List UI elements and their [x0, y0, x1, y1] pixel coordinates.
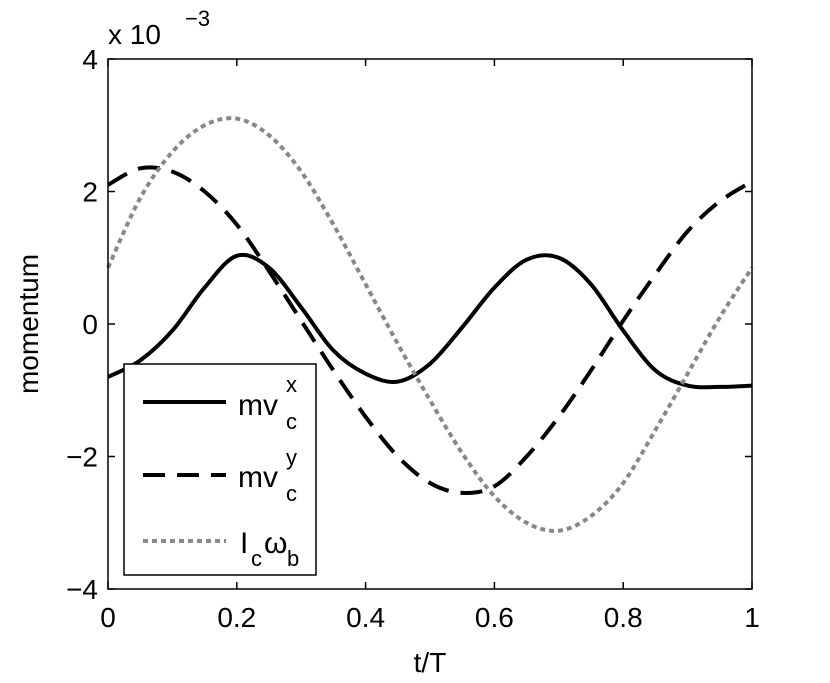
legend-mvy-sub: c: [286, 481, 297, 506]
x-tick-label-4: 0.8: [604, 602, 643, 633]
y-scale-label: x 10 −3: [108, 6, 210, 50]
series-layer: [106, 116, 754, 533]
x-tick-label-5: 1: [744, 602, 760, 633]
x-tick-label-3: 0.6: [475, 602, 514, 633]
y-axis-title: momentum: [13, 254, 44, 394]
y-scale-base: x 10: [108, 19, 161, 50]
legend-mvy-main: mv: [238, 461, 278, 494]
legend-icwb-main2: ω: [264, 527, 287, 560]
series-line-0: [107, 252, 753, 390]
y-tick-label-4: 4: [82, 44, 98, 75]
y-tick-label-2: 0: [82, 309, 98, 340]
legend-mvx-sub: c: [286, 409, 297, 434]
tick-layer: 0 0.2 0.4 0.6 0.8 1 −4 −2 0 2 4: [66, 44, 760, 633]
x-tick-label-2: 0.4: [346, 602, 385, 633]
x-tick-label-0: 0: [100, 602, 116, 633]
legend-mvx-sup: x: [286, 372, 297, 397]
legend-mvy-sup: y: [286, 445, 297, 470]
legend: mv x c mv y c I c ω b: [123, 363, 317, 576]
legend-label-mvy: mv: [238, 461, 278, 494]
legend-icwb-main: I: [240, 527, 248, 560]
y-scale-exponent: −3: [185, 6, 210, 31]
legend-icwb-sub2: b: [287, 546, 299, 571]
legend-label-mvx: mv: [238, 389, 278, 422]
y-tick-label-3: 2: [82, 177, 98, 208]
legend-mvx-main: mv: [238, 389, 278, 422]
legend-icwb-sub: c: [251, 546, 262, 571]
x-tick-label-1: 0.2: [217, 602, 256, 633]
y-tick-label-0: −4: [66, 574, 98, 605]
x-axis-title: t/T: [414, 647, 447, 678]
y-tick-label-1: −2: [66, 442, 98, 473]
series-line-1: [107, 165, 754, 496]
